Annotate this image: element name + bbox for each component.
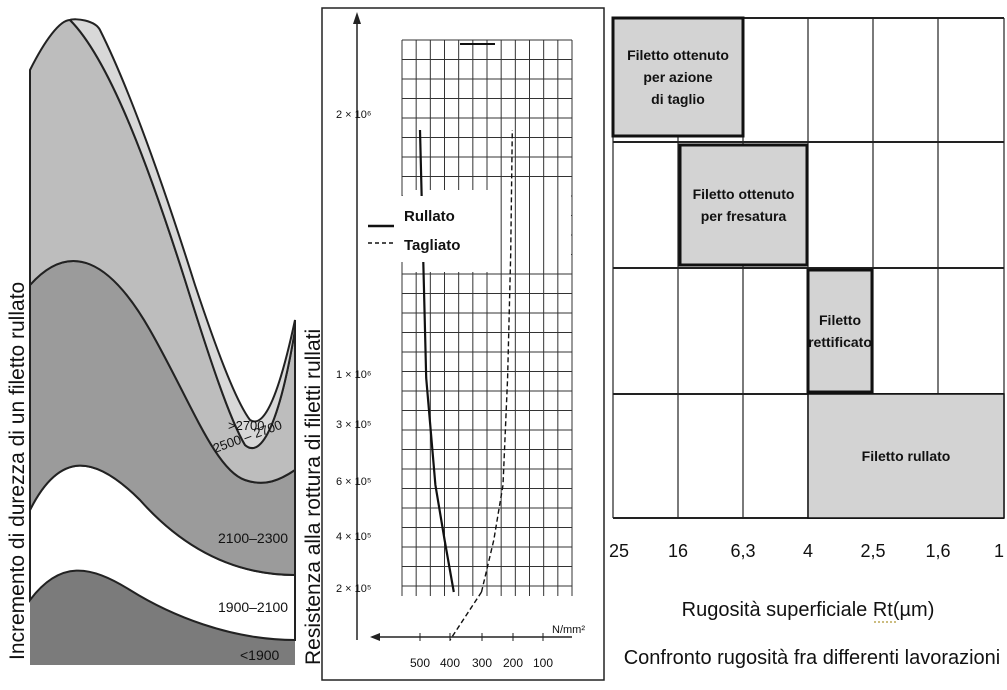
rough-box-label: Filetto xyxy=(819,312,861,328)
fatigue-xtick-label: 100 xyxy=(533,656,553,670)
rough-box xyxy=(807,393,1005,519)
rough-box xyxy=(806,268,874,394)
fatigue-ytick-label: 6 × 10⁵ xyxy=(336,476,371,488)
rough-box-label: Filetto rullato xyxy=(862,448,951,464)
roughness-boxes: Filetto ottenuto per azione di taglio Filet… xyxy=(611,16,1005,519)
fatigue-xunit: N/mm² xyxy=(552,624,585,636)
rough-xtick-label: 25 xyxy=(609,541,629,561)
band-gt2700 xyxy=(68,18,296,450)
fatigue-ytick-label: 4 × 10⁵ xyxy=(336,531,371,543)
rough-box-label: Filetto ottenuto xyxy=(627,47,729,63)
rough-xtick-label: 2,5 xyxy=(860,541,885,561)
fatigue-xtick-label: 500 xyxy=(410,656,430,670)
fatigue-xticks: 500 400 300 200 100 xyxy=(410,633,553,670)
fatigue-chart: 2 × 10⁶ 1 × 10⁶ 3 × 10⁵ 6 × 10⁵ 4 × 10⁵ 2 × 1… xyxy=(300,0,608,685)
band-label-1900-2100: 1900–2100 xyxy=(218,599,288,615)
band-label-lt1900: <1900 xyxy=(240,647,280,663)
rough-box-label: per fresatura xyxy=(701,208,787,224)
fatigue-ylabel: Resistenza alla rottura di filetti rulla… xyxy=(302,329,325,665)
fatigue-xtick-label: 200 xyxy=(503,656,523,670)
band-label-2100-2300: 2100–2300 xyxy=(218,530,288,546)
legend-rullato-label: Rullato xyxy=(404,208,455,225)
roughness-xlabel: Rugosità superficiale Rt(µm) xyxy=(682,599,935,621)
roughness-caption: Confronto rugosità fra differenti lavora… xyxy=(624,647,1001,669)
hardness-ylabel: Incremento di durezza di un filetto rull… xyxy=(6,282,29,660)
roughness-chart: Filetto ottenuto per azione di taglio Filet… xyxy=(608,0,1007,685)
rough-box-label: rettificato xyxy=(808,334,872,350)
rough-box-label: per azione xyxy=(643,69,712,85)
band-label-gt2700: >2700 xyxy=(228,418,265,433)
fatigue-ytick-label: 2 × 10⁶ xyxy=(336,109,371,121)
rough-xtick-label: 6,3 xyxy=(730,541,755,561)
hardness-chart-svg: Incremento di durezza di un filetto rull… xyxy=(0,0,300,685)
rough-xtick-label: 1 xyxy=(994,541,1004,561)
fatigue-ytick-label: 3 × 10⁵ xyxy=(336,419,371,431)
fatigue-yticks: 2 × 10⁶ 1 × 10⁶ 3 × 10⁵ 6 × 10⁵ 4 × 10⁵ 2 × 1… xyxy=(336,109,371,595)
fatigue-legend xyxy=(362,196,480,262)
fatigue-chart-svg: 2 × 10⁶ 1 × 10⁶ 3 × 10⁵ 6 × 10⁵ 4 × 10⁵ 2 × 1… xyxy=(302,7,605,681)
rough-xtick-label: 16 xyxy=(668,541,688,561)
rough-box xyxy=(611,16,745,138)
hardness-chart: Incremento di durezza di un filetto rull… xyxy=(0,0,300,685)
roughness-xticks: 25 16 6,3 4 2,5 1,6 1 xyxy=(609,541,1004,561)
rough-box-label: Filetto ottenuto xyxy=(693,186,795,202)
fatigue-xtick-label: 400 xyxy=(440,656,460,670)
fatigue-xtick-label: 300 xyxy=(472,656,492,670)
rough-xtick-label: 4 xyxy=(803,541,813,561)
fatigue-ytick-label: 1 × 10⁶ xyxy=(336,369,371,381)
legend-tagliato-label: Tagliato xyxy=(404,237,460,254)
rough-xtick-label: 1,6 xyxy=(925,541,950,561)
band-lt1900 xyxy=(30,570,295,665)
rough-box-label: di taglio xyxy=(651,91,705,107)
fatigue-ytick-label: 2 × 10⁵ xyxy=(336,583,371,595)
roughness-chart-svg: Filetto ottenuto per azione di taglio Filet… xyxy=(609,16,1005,669)
series-tagliato-tail xyxy=(449,591,483,641)
rough-box xyxy=(678,143,809,267)
series-tagliato-line xyxy=(480,129,513,593)
